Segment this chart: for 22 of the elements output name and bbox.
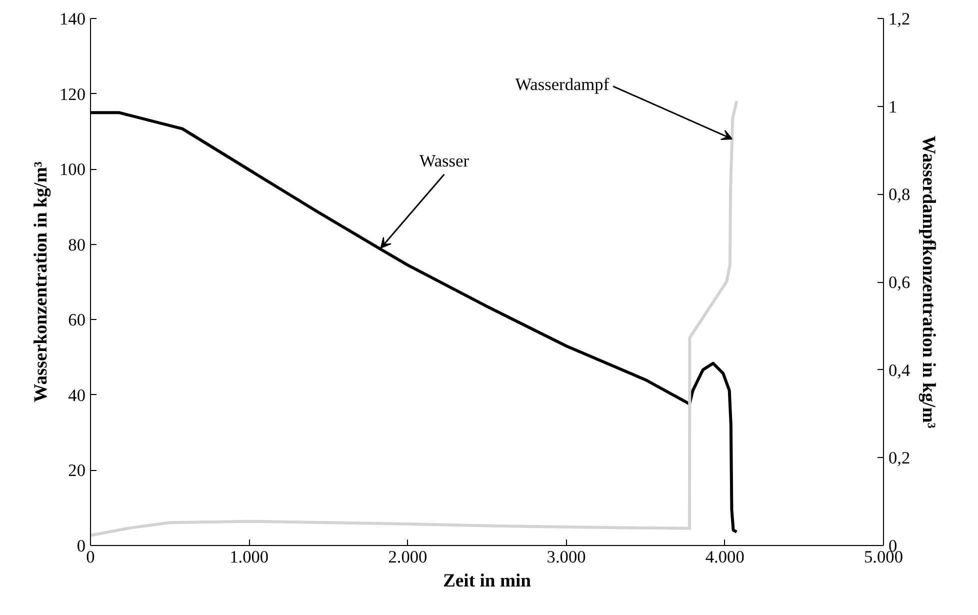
y-tick-label: 120 — [60, 84, 86, 104]
x-axis-title: Zeit in min — [442, 570, 532, 592]
y2-tick-label: 0,4 — [888, 360, 910, 380]
x-tick-label: 4.000 — [705, 548, 744, 566]
y-tick-label: 40 — [68, 386, 86, 405]
y-tick-label: 80 — [68, 235, 86, 254]
y2-tick-label: 0,6 — [888, 273, 910, 292]
y-axis-title: Wasserkonzentration in kg/m³ — [30, 161, 52, 402]
y2-tick-label: 1,2 — [888, 10, 910, 28]
y-tick-label: 60 — [68, 310, 86, 330]
annotation: Wasserdampf — [515, 74, 610, 94]
x-tick-label: 1.000 — [230, 548, 269, 566]
y2-tick-label: 1 — [888, 97, 898, 116]
y2-axis-title: Wasserdampfkonzentration in kg/m³ — [918, 136, 940, 429]
y-tick-label: 100 — [60, 160, 86, 180]
x-tick-label: 2.000 — [388, 548, 428, 566]
x-tick-label: 3.000 — [546, 548, 586, 566]
y-tick-label: 140 — [60, 10, 86, 28]
y2-tick-label: 0,8 — [888, 185, 910, 204]
y2-tick-label: 0,2 — [888, 448, 910, 468]
annotation: Wasser — [419, 151, 470, 170]
y-tick-label: 20 — [68, 461, 86, 480]
